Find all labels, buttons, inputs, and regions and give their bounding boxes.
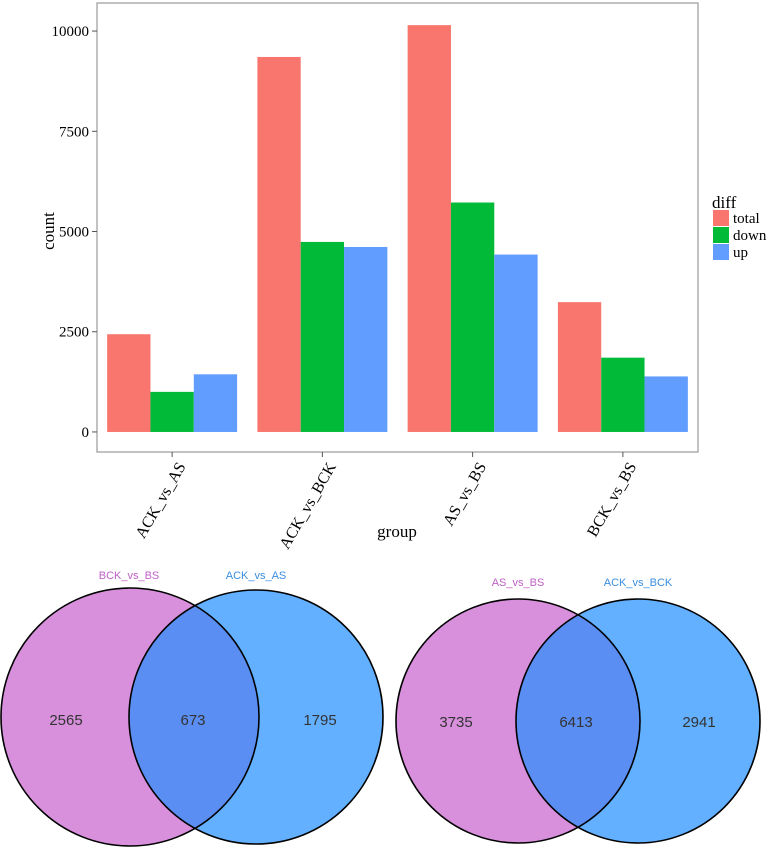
venn2-overlap-count: 6413 [559, 714, 592, 731]
bar-ACK_vs_BCK-total [257, 56, 301, 432]
x-tick-label: ACK_vs_AS [133, 460, 190, 542]
legend-swatch-down [713, 227, 729, 243]
x-tick-label: ACK_vs_BCK [277, 459, 340, 552]
bar-AS_vs_BS-up [494, 254, 538, 432]
venn2-right-only-count: 2941 [682, 714, 715, 731]
venn-diagram-2: AS_vs_BS ACK_vs_BCK 3735 6413 2941 [395, 577, 761, 844]
venn2-overlap [516, 599, 640, 843]
legend-label-total: total [733, 211, 760, 227]
venn2-circle-right-outline [515, 598, 761, 844]
bar-ACK_vs_BCK-up [344, 246, 388, 432]
bar-ACK_vs_AS-up [193, 374, 238, 432]
venn2-set-left-label: AS_vs_BS [492, 577, 545, 589]
y-axis-label: count [39, 212, 58, 250]
y-tick-label: 2500 [59, 325, 89, 341]
x-tick-label: AS_vs_BS [440, 460, 490, 529]
venn1-set-left-label: BCK_vs_BS [99, 570, 160, 582]
venn1-set-right-label: ACK_vs_AS [226, 570, 287, 582]
bar-chart: 0 2500 5000 7500 10000 ACK_vs_AS ACK_vs_BCK AS… [39, 2, 767, 552]
legend-swatch-total [713, 210, 729, 226]
bar-ACK_vs_AS-total [107, 334, 151, 432]
x-axis-label: group [377, 522, 417, 541]
bar-BCK_vs_BS-total [557, 302, 602, 432]
bar-ACK_vs_AS-down [150, 391, 194, 432]
x-tick-label: BCK_vs_BS [584, 460, 640, 540]
bar-AS_vs_BS-total [407, 25, 451, 432]
y-tick-label: 7500 [59, 124, 89, 140]
venn2-left-only-count: 3735 [439, 714, 472, 731]
legend-label-up: up [733, 245, 748, 261]
y-tick-label: 0 [82, 425, 90, 441]
bar-ACK_vs_BCK-down [300, 241, 345, 432]
y-tick-label: 10000 [52, 24, 90, 40]
venn2-set-right-label: ACK_vs_BCK [604, 577, 673, 589]
legend-swatch-up [713, 244, 729, 260]
venn1-overlap [129, 590, 259, 844]
venn1-right-only-count: 1795 [303, 712, 336, 729]
venn1-left-only-count: 2565 [49, 712, 82, 729]
y-tick-label: 5000 [59, 225, 89, 241]
venn1-overlap-count: 673 [180, 712, 205, 729]
bars [107, 25, 688, 432]
venn-diagram-1: BCK_vs_BS ACK_vs_AS 2565 673 1795 [0, 570, 384, 847]
bar-BCK_vs_BS-up [644, 376, 688, 432]
venn1-circle-left-outline [0, 587, 260, 847]
legend-title: diff [712, 193, 737, 212]
venn1-circle-right-outline [128, 589, 384, 845]
y-axis-ticks: 0 2500 5000 7500 10000 [52, 24, 97, 441]
venn2-circle-left-outline [395, 598, 641, 844]
legend-label-down: down [733, 228, 767, 244]
bar-AS_vs_BS-down [450, 202, 495, 432]
bar-BCK_vs_BS-down [601, 357, 645, 432]
